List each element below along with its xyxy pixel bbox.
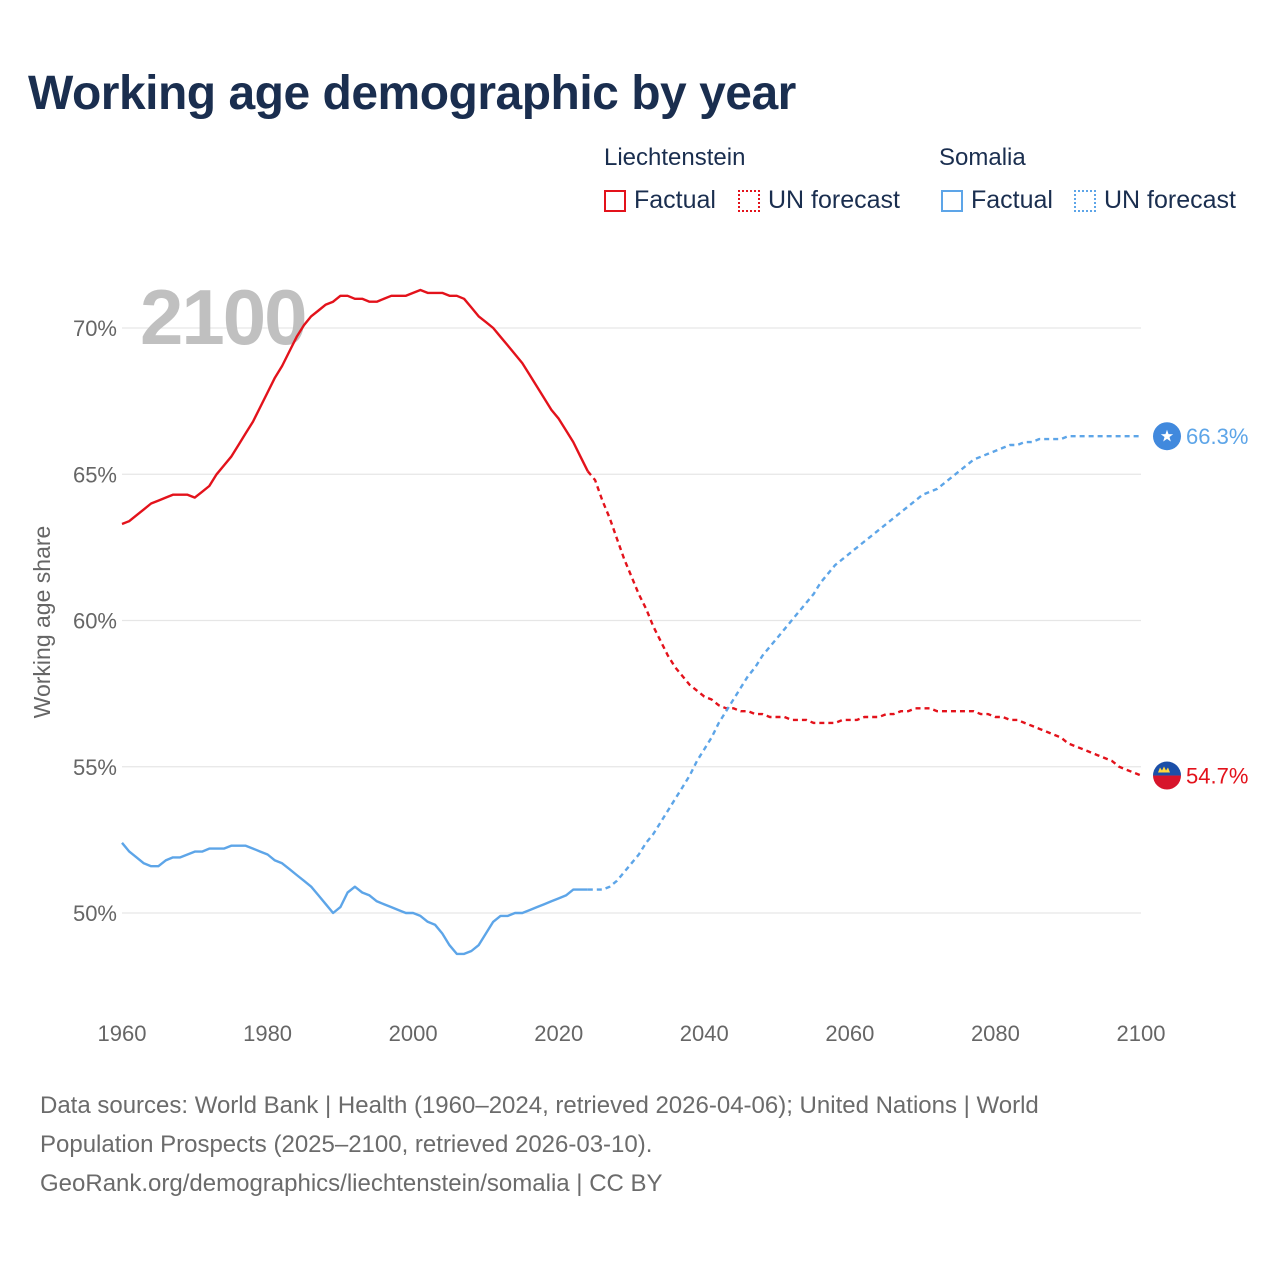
legend-label: Factual: [971, 186, 1053, 214]
y-tick-label: 50%: [73, 901, 117, 926]
gridlines: [122, 327, 1141, 914]
somalia-forecast-line[interactable]: [587, 435, 1141, 891]
y-tick-label: 65%: [73, 462, 117, 487]
somalia-end-value-label: 66.3%: [1186, 424, 1248, 449]
legend-group-liechtenstein: Liechtenstein: [604, 144, 746, 171]
star-icon: [1160, 429, 1174, 442]
legend-swatch-solid: [604, 189, 626, 212]
flag-band-red: [1153, 775, 1181, 790]
legend-item-somalia-factual[interactable]: Factual: [941, 186, 1053, 215]
crown-icon: [1158, 766, 1170, 773]
flag-band-blue: [1153, 761, 1181, 776]
y-axis-label: Working age share: [29, 526, 55, 719]
legend-group-somalia: Somalia: [939, 144, 1026, 171]
x-tick-label: 2100: [1117, 1021, 1166, 1046]
footer-line-2: Population Prospects (2025–2100, retriev…: [40, 1131, 653, 1158]
y-tick-label: 70%: [73, 316, 117, 341]
liechtenstein-factual-line[interactable]: [121, 288, 589, 526]
footer-line-3[interactable]: GeoRank.org/demographics/liechtenstein/s…: [40, 1170, 663, 1197]
year-overlay: 2100: [140, 273, 306, 361]
legend-item-liechtenstein-forecast[interactable]: UN forecast: [738, 186, 900, 215]
x-tick-label: 2080: [971, 1021, 1020, 1046]
y-tick-label: 60%: [73, 609, 117, 634]
liechtenstein-end-value-label: 54.7%: [1186, 764, 1248, 789]
legend-label: UN forecast: [1104, 186, 1236, 214]
x-tick-label: 1980: [243, 1021, 292, 1046]
x-tick-label: 2060: [825, 1021, 874, 1046]
x-tick-label: 2020: [534, 1021, 583, 1046]
legend-label: Factual: [634, 186, 716, 214]
x-tick-label: 2000: [389, 1021, 438, 1046]
somalia-factual-line[interactable]: [121, 842, 588, 956]
x-tick-label: 1960: [98, 1021, 147, 1046]
x-tick-label: 2040: [680, 1021, 729, 1046]
y-axis: 50% 55% 60% 65% 70%: [73, 316, 117, 926]
legend-item-liechtenstein-factual[interactable]: Factual: [604, 186, 716, 215]
legend-label: UN forecast: [768, 186, 900, 214]
legend-swatch-dotted: [738, 189, 760, 212]
series-lines: [121, 288, 1142, 956]
y-tick-label: 55%: [73, 755, 117, 780]
x-axis: 1960 1980 2000 2020 2040 2060 2080 2100: [98, 1021, 1166, 1046]
footer-line-1: Data sources: World Bank | Health (1960–…: [40, 1092, 1039, 1119]
end-markers: 54.7% 66.3%: [1153, 422, 1248, 790]
liechtenstein-forecast-line[interactable]: [586, 470, 1142, 777]
legend-item-somalia-forecast[interactable]: UN forecast: [1074, 186, 1236, 215]
liechtenstein-flag-icon: [1153, 761, 1181, 790]
footer: Data sources: World Bank | Health (1960–…: [40, 1086, 1240, 1203]
somalia-flag-icon: [1153, 422, 1181, 451]
legend-swatch-solid: [941, 189, 963, 212]
chart-title: Working age demographic by year: [28, 67, 796, 120]
legend-swatch-dotted: [1074, 189, 1096, 212]
